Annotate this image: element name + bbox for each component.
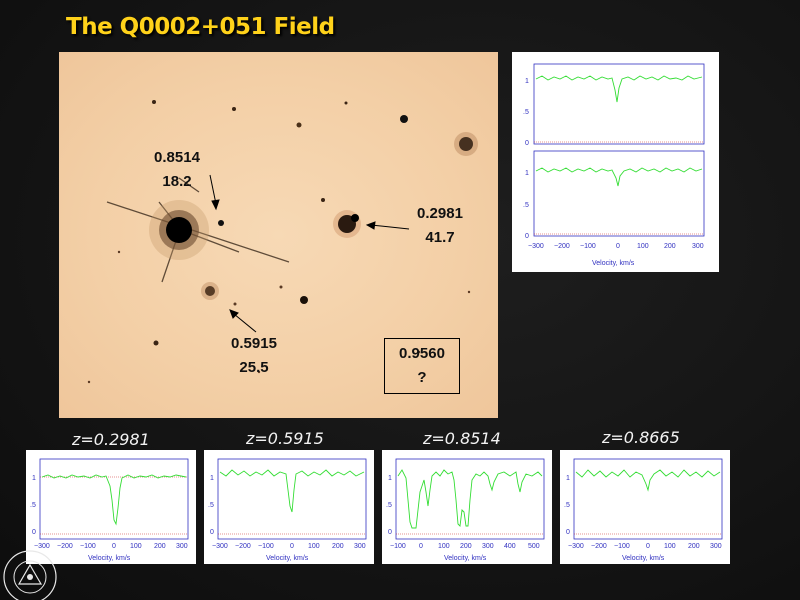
x-tick-label: 300 <box>692 243 704 250</box>
absorber-0.2981-label: 0.2981 41.7 <box>404 202 476 250</box>
x-tick-label: −300 <box>528 243 544 250</box>
redshift-text: 0.5915 <box>231 335 277 352</box>
x-tick-label: 200 <box>154 543 166 550</box>
y-tick-label: 1 <box>32 475 36 482</box>
absorber-0.8514-label: 0.8514 18.2 <box>141 146 213 194</box>
x-tick-label: −200 <box>554 243 570 250</box>
spectrum-graphic: 1 .5 0 −300 −200 −100 0 100 200 300 Velo… <box>30 458 189 562</box>
x-tick-label: 100 <box>308 543 320 550</box>
spectrum-graphic: 1 .5 0 −300 −200 −100 0 100 200 300 Velo… <box>208 458 367 562</box>
x-tick-label: −100 <box>390 543 406 550</box>
x-tick-label: −100 <box>580 243 596 250</box>
x-tick-label: −300 <box>212 543 228 550</box>
x-tick-label: 0 <box>616 243 620 250</box>
redshift-label: z=0.2981 <box>72 430 150 449</box>
x-axis-title: Velocity, km/s <box>622 555 665 562</box>
field-image-graphic <box>87 100 478 384</box>
x-tick-label: 300 <box>354 543 366 550</box>
x-tick-label: −300 <box>568 543 584 550</box>
value-text: ? <box>417 369 427 386</box>
y-tick-label: 1 <box>525 170 529 177</box>
y-tick-label: .5 <box>386 502 392 509</box>
y-tick-label: .5 <box>30 502 36 509</box>
y-tick-label: 1 <box>566 475 570 482</box>
x-tick-label: 100 <box>130 543 142 550</box>
spectrum-graphic: 1 .5 0 −100 0 100 200 300 400 500 Veloci… <box>386 458 545 562</box>
x-tick-label: 0 <box>112 543 116 550</box>
redshift-text: 0.8514 <box>154 149 200 166</box>
page-title: The Q0002+051 Field <box>66 14 335 40</box>
y-tick-label: .5 <box>208 502 214 509</box>
x-tick-label: 0 <box>419 543 423 550</box>
x-tick-label: 100 <box>438 543 450 550</box>
x-tick-label: 200 <box>664 243 676 250</box>
x-tick-label: 200 <box>460 543 472 550</box>
y-tick-label: 0 <box>566 529 570 536</box>
university-seal-logo <box>3 550 57 600</box>
x-axis-title: Velocity, km/s <box>88 555 131 562</box>
x-tick-label: 0 <box>646 543 650 550</box>
spectrum-panel-0.5915: 1 .5 0 −300 −200 −100 0 100 200 300 Velo… <box>204 450 374 564</box>
x-tick-label: 300 <box>176 543 188 550</box>
x-axis-title: Velocity, km/s <box>266 555 309 562</box>
spectrum-panel-0.2981: 1 .5 0 −300 −200 −100 0 100 200 300 Velo… <box>26 450 196 564</box>
spectrum-panel-0.8665: 1 .5 0 −300 −200 −100 0 100 200 300 Velo… <box>560 450 730 564</box>
x-tick-label: 300 <box>482 543 494 550</box>
y-tick-label: .5 <box>564 502 570 509</box>
x-tick-label: −200 <box>591 543 607 550</box>
y-tick-label: 0 <box>32 529 36 536</box>
y-tick-label: 1 <box>388 475 392 482</box>
redshift-label: z=0.8514 <box>423 429 501 448</box>
x-tick-label: −100 <box>614 543 630 550</box>
absorber-0.5915-label: 0.5915 25.5 <box>218 332 290 380</box>
redshift-text: 0.9560 <box>399 345 445 362</box>
x-tick-label: −100 <box>80 543 96 550</box>
x-tick-label: 400 <box>504 543 516 550</box>
absorber-0.9560-label: 0.9560 ? <box>385 342 459 390</box>
y-tick-label: 0 <box>388 529 392 536</box>
unknown-absorber-box: 0.9560 ? <box>384 338 460 394</box>
value-text: 25.5 <box>239 359 269 376</box>
x-tick-label: 300 <box>710 543 722 550</box>
x-tick-label: 100 <box>664 543 676 550</box>
x-tick-label: −300 <box>34 543 50 550</box>
spectrum-panel-top: 1 .5 0 1 .5 0 −300 −200 −100 0 100 200 3… <box>512 52 719 272</box>
y-tick-label: .5 <box>523 109 529 116</box>
redshift-text: 0.2981 <box>417 205 463 222</box>
spectrum-graphic: 1 .5 0 −300 −200 −100 0 100 200 300 Velo… <box>564 458 723 562</box>
x-tick-label: 0 <box>290 543 294 550</box>
spectrum-panel-0.8514: 1 .5 0 −100 0 100 200 300 400 500 Veloci… <box>382 450 552 564</box>
y-tick-label: 1 <box>525 78 529 85</box>
x-tick-label: 100 <box>637 243 649 250</box>
x-tick-label: −100 <box>258 543 274 550</box>
x-tick-label: 200 <box>688 543 700 550</box>
x-tick-label: −200 <box>57 543 73 550</box>
value-text: 41.7 <box>425 229 455 246</box>
redshift-label: z=0.8665 <box>602 428 680 447</box>
field-image: 0.8514 18.2 0.2981 41.7 0.5915 25.5 <box>59 52 498 418</box>
x-tick-label: 200 <box>332 543 344 550</box>
x-tick-label: 500 <box>528 543 540 550</box>
x-axis-title: Velocity, km/s <box>592 260 635 267</box>
y-tick-label: 0 <box>525 233 529 240</box>
x-axis-title: Velocity, km/s <box>444 555 487 562</box>
y-tick-label: 0 <box>525 140 529 147</box>
y-tick-label: 1 <box>210 475 214 482</box>
value-text: 18.2 <box>162 173 192 190</box>
y-tick-label: 0 <box>210 529 214 536</box>
y-tick-label: .5 <box>523 202 529 209</box>
redshift-label: z=0.5915 <box>246 429 324 448</box>
x-tick-label: −200 <box>235 543 251 550</box>
spectrum-stack-graphic: 1 .5 0 1 .5 0 −300 −200 −100 0 100 200 3… <box>523 63 705 267</box>
